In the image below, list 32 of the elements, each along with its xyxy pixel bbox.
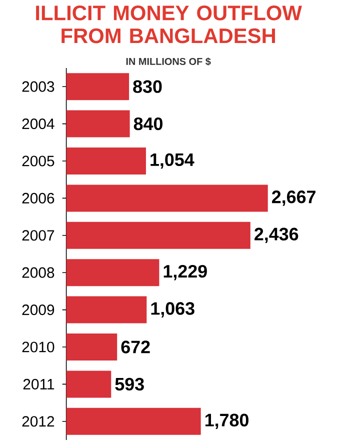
y-tick-label: 2008 [22,267,54,278]
data-label: 1,229 [164,264,208,280]
bar [66,148,146,174]
data-label: 830 [133,80,162,93]
bar [66,110,130,138]
data-label: 2,436 [254,228,298,244]
bar [66,296,147,324]
data-label: 672 [121,340,150,354]
data-label: 1,780 [206,414,249,430]
bar [66,222,251,249]
bar [66,259,160,286]
y-tick-label: 2009 [22,304,54,316]
bar [66,73,130,100]
y-tick-label: 2003 [22,81,54,92]
y-tick-label: 2004 [22,118,55,130]
chart-title: ILLICIT MONEY OUTFLOW FROM BANGLADESH [36,6,302,44]
y-tick-label: 2012 [22,416,54,427]
data-label: 1,063 [151,302,195,318]
bar [66,408,202,435]
data-label: 1,054 [150,153,194,169]
bar [66,370,112,398]
y-tick-label: 2010 [22,342,54,352]
bar [66,184,268,212]
bar [66,334,118,360]
y-tick-label: 2011 [24,378,54,390]
y-tick-label: 2007 [22,230,54,241]
chart-subtitle: IN MILLIONS OF $ [126,58,211,66]
y-tick-label: 2005 [22,156,54,166]
data-label: 840 [134,117,163,130]
data-label: 593 [115,378,144,391]
y-tick-label: 2006 [22,192,54,204]
data-label: 2,667 [272,190,316,206]
